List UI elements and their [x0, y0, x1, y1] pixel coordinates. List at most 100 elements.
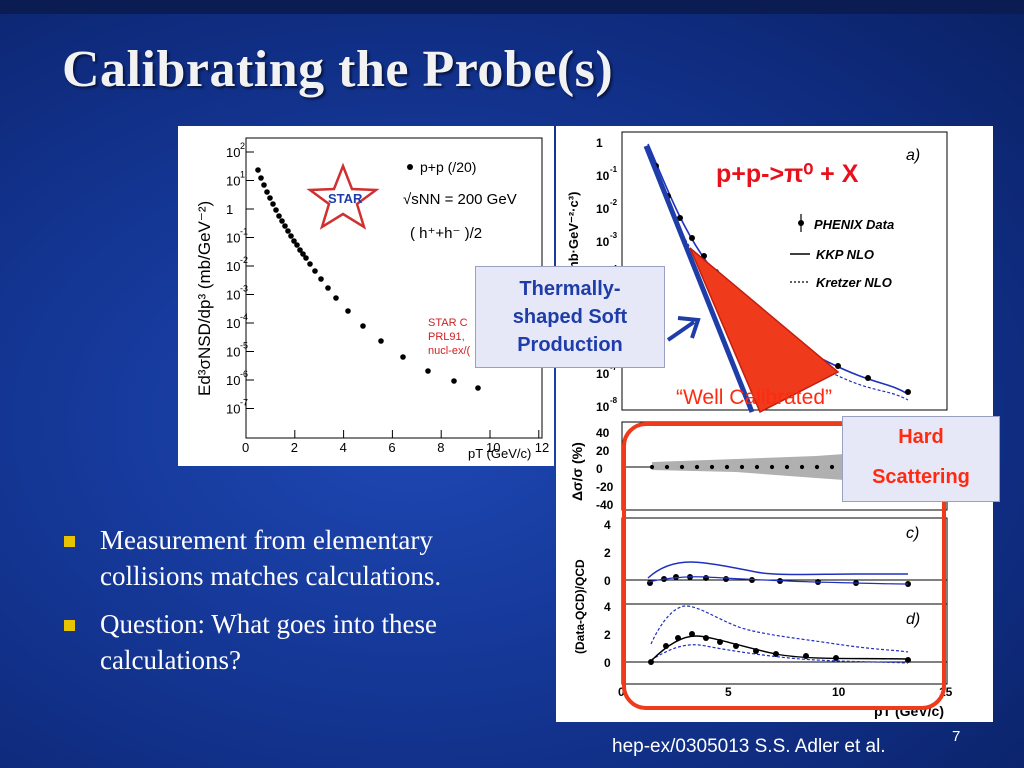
phenix-b-y-tick-label: 0: [596, 462, 603, 476]
bullet-item: Question: What goes into these calculati…: [62, 606, 542, 678]
star-y-tick-label: 10: [226, 402, 240, 417]
star-data-point: [270, 201, 276, 207]
star-y-tick-exponent: 1: [240, 170, 245, 180]
star-data-point: [288, 233, 294, 239]
bullet-square-icon: [64, 620, 75, 631]
phenix-data-point: [835, 363, 841, 369]
star-y-tick-label: 10: [226, 259, 240, 274]
page-number: 7: [952, 728, 961, 745]
panel-cd-y-axis-label: (Data-QCD)/QCD: [573, 559, 587, 654]
star-data-point: [273, 207, 279, 213]
well-calibrated-label: “Well Calibrated”: [676, 386, 832, 409]
thermal-box: Thermally- shaped Soft Production: [475, 266, 665, 368]
phenix-data-point: [905, 389, 911, 395]
star-y-tick-label: 10: [226, 145, 240, 160]
thermal-box-line-3: Production: [517, 334, 623, 356]
star-data-point: [333, 295, 339, 301]
star-data-point: [400, 354, 406, 360]
panel-d-lower: [650, 644, 909, 664]
bullet-text-1: Measurement from elementary collisions m…: [100, 525, 442, 591]
citation: hep-ex/0305013 S.S. Adler et al.: [612, 736, 886, 757]
phenix-a-y-tick-exponent: -1: [610, 165, 618, 174]
slide-title: Calibrating the Probe(s): [62, 41, 614, 98]
phenix-b-y-tick-label: -20: [596, 480, 614, 494]
star-x-tick-label: 4: [340, 440, 347, 455]
star-plot-panel: Ed³σNSD/dp³ (mb/GeV⁻²) pT (GeV/c) 10 2 10 1…: [178, 126, 554, 466]
phenix-b-y-tick-label: 20: [596, 444, 610, 458]
phenix-a-y-tick-label: 10: [596, 400, 610, 414]
star-data-point: [291, 238, 297, 244]
delta-sigma-marker: [754, 464, 760, 470]
hard-box: Hard Scattering: [842, 416, 1000, 502]
star-legend-energy: √sNN = 200 GeV: [403, 191, 517, 208]
bullet-item: Measurement from elementary collisions m…: [62, 522, 542, 594]
phenix-a-y-tick-exponent: -2: [610, 198, 618, 207]
hard-box-line-1: Hard: [898, 426, 944, 448]
phenix-a-y-tick-label: 10: [596, 235, 610, 249]
phenix-a-y-tick-label: 10: [596, 169, 610, 183]
delta-sigma-marker: [814, 464, 820, 470]
thermal-arrow-line: [666, 320, 696, 342]
phenix-data-point: [689, 235, 695, 241]
star-x-tick-label: 12: [535, 440, 549, 455]
star-data-point: [294, 242, 300, 248]
star-y-tick-label: 10: [226, 316, 240, 331]
hard-scattering-triangle: [689, 247, 840, 414]
delta-sigma-marker: [694, 464, 700, 470]
panel-d-upper: [650, 605, 909, 653]
delta-sigma-marker: [709, 464, 715, 470]
phenix-data-point: [865, 375, 871, 381]
delta-sigma-marker: [739, 464, 745, 470]
thermal-slope-line: [643, 145, 755, 413]
star-y-tick-exponent: -4: [240, 312, 248, 322]
star-data-point: [360, 323, 366, 329]
star-y-tick-label: 10: [226, 288, 240, 303]
phenix-plot: a) c) d) p+p->π⁰ + X PHENIX Data KKP NLO…: [566, 131, 953, 719]
legend-kretzer: Kretzer NLO: [816, 275, 892, 290]
star-y-tick-label: 1: [226, 202, 233, 217]
star-y-tick-label: 10: [226, 231, 240, 246]
phenix-data-point: [677, 215, 683, 221]
star-data-point: [261, 182, 267, 188]
star-data-point: [303, 255, 309, 261]
star-data-point: [325, 285, 331, 291]
star-y-tick-exponent: -7: [240, 398, 248, 408]
star-x-tick-label: 6: [388, 440, 395, 455]
panel-c-lower: [647, 576, 909, 585]
star-y-tick-label: 10: [226, 373, 240, 388]
star-x-tick-label: 10: [486, 440, 500, 455]
reaction-label: p+p->π⁰ + X: [716, 160, 859, 188]
bullet-square-icon: [64, 536, 75, 547]
phenix-b-y-tick-label: 40: [596, 426, 610, 440]
top-band: [0, 0, 1024, 14]
star-y-axis-label: Ed³σNSD/dp³ (mb/GeV⁻²): [195, 201, 214, 396]
delta-sigma-marker: [799, 464, 805, 470]
star-legend-series: p+p (/20): [420, 159, 476, 175]
star-data-point: [378, 338, 384, 344]
delta-sigma-marker: [784, 464, 790, 470]
star-note-2: PRL91,: [428, 331, 465, 343]
phenix-plot-panel: a) c) d) p+p->π⁰ + X PHENIX Data KKP NLO…: [556, 126, 993, 722]
star-note-3: nucl-ex/(: [428, 345, 471, 357]
star-y-tick-label: 10: [226, 174, 240, 189]
star-data-point: [276, 213, 282, 219]
phenix-a-y-tick-label: 10: [596, 202, 610, 216]
delta-sigma-marker: [679, 464, 685, 470]
panel-c-label: c): [906, 525, 919, 542]
phenix-c-y-tick-label: 0: [604, 574, 611, 588]
delta-sigma-marker: [664, 464, 670, 470]
star-y-tick-exponent: -2: [240, 255, 248, 265]
phenix-a-y-tick-exponent: -8: [610, 396, 618, 405]
star-data-point: [264, 189, 270, 195]
star-data-point: [307, 261, 313, 267]
phenix-a-y-tick-label: 1: [596, 136, 603, 150]
panel-c-upper: [647, 561, 908, 579]
star-legend-charge: ( h⁺+h⁻ )/2: [410, 225, 482, 242]
hard-box-line-2: Scattering: [872, 466, 970, 488]
star-y-tick-exponent: -6: [240, 369, 248, 379]
star-data-point: [345, 308, 351, 314]
star-note-1: STAR C: [428, 317, 468, 329]
thermal-arrow-head-icon: [677, 316, 701, 339]
